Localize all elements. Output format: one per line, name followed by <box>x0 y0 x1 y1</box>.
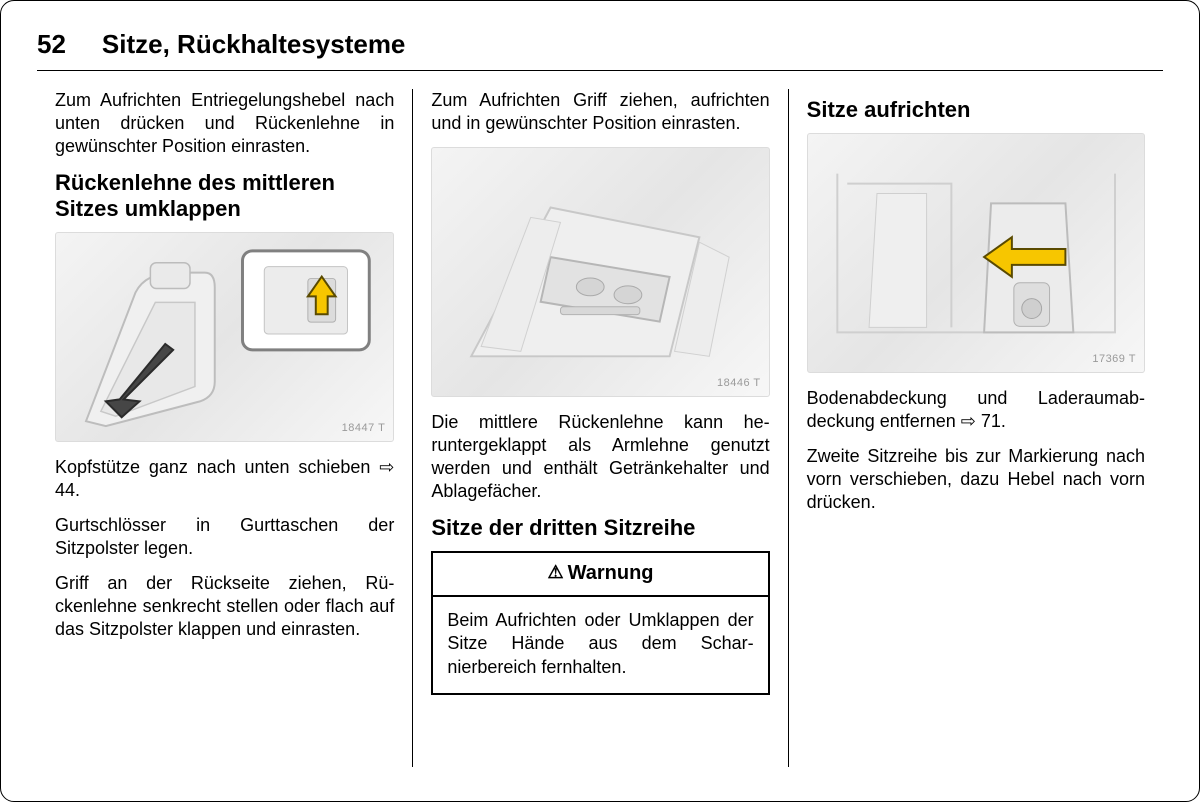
illustration-armrest: 18446 T <box>431 147 769 397</box>
col1-para-1: Zum Aufrichten Entriegelungshebel nach u… <box>55 89 394 158</box>
col1-para-3: Gurtschlösser in Gurttaschen der Sitzpol… <box>55 514 394 560</box>
armrest-svg <box>432 148 768 396</box>
column-2: Zum Aufrichten Griff ziehen, aufrich­ten… <box>412 89 787 767</box>
seat-upright-svg <box>808 134 1144 372</box>
col2-para-2: Die mittlere Rückenlehne kann he­runterg… <box>431 411 769 503</box>
warning-label: Warnung <box>568 562 654 584</box>
crossref-icon: ⇨ <box>379 457 394 477</box>
col1-para-2: Kopfstütze ganz nach unten schieben ⇨ 44… <box>55 456 394 502</box>
warning-box: ⚠Warnung Beim Aufrichten oder Umklappen … <box>431 551 769 695</box>
crossref-icon: ⇨ <box>961 411 976 431</box>
col3-para-1: Bodenabdeckung und Laderaumab­deckung en… <box>807 387 1145 433</box>
image-id: 18447 T <box>342 421 386 435</box>
content-columns: Zum Aufrichten Entriegelungshebel nach u… <box>37 89 1163 767</box>
warning-body: Beim Aufrichten oder Umklappen der Sitze… <box>433 597 767 693</box>
col1-para-4: Griff an der Rückseite ziehen, Rü­ckenle… <box>55 572 394 641</box>
warning-heading: ⚠Warnung <box>433 553 767 597</box>
col3-heading-1: Sitze aufrichten <box>807 97 1145 123</box>
page-header: 52 Sitze, Rückhaltesysteme <box>37 29 1163 71</box>
page-number: 52 <box>37 29 66 60</box>
manual-page: 52 Sitze, Rückhaltesysteme Zum Aufrichte… <box>0 0 1200 802</box>
col2-heading-1: Sitze der dritten Sitzreihe <box>431 515 769 541</box>
image-id: 17369 T <box>1092 352 1136 366</box>
illustration-seat-fold: 18447 T <box>55 232 394 442</box>
seat-fold-svg <box>56 233 393 441</box>
illustration-seat-upright: 17369 T <box>807 133 1145 373</box>
column-1: Zum Aufrichten Entriegelungshebel nach u… <box>37 89 412 767</box>
warning-icon: ⚠ <box>547 562 563 582</box>
col3-para-2: Zweite Sitzreihe bis zur Markierung nach… <box>807 445 1145 514</box>
col2-para-1: Zum Aufrichten Griff ziehen, aufrich­ten… <box>431 89 769 135</box>
col1-heading-1: Rückenlehne des mittleren Sitzes umklapp… <box>55 170 394 222</box>
page-title: Sitze, Rückhaltesysteme <box>102 29 405 60</box>
image-id: 18446 T <box>717 376 761 390</box>
column-3: Sitze aufrichten 17369 T <box>788 89 1163 767</box>
